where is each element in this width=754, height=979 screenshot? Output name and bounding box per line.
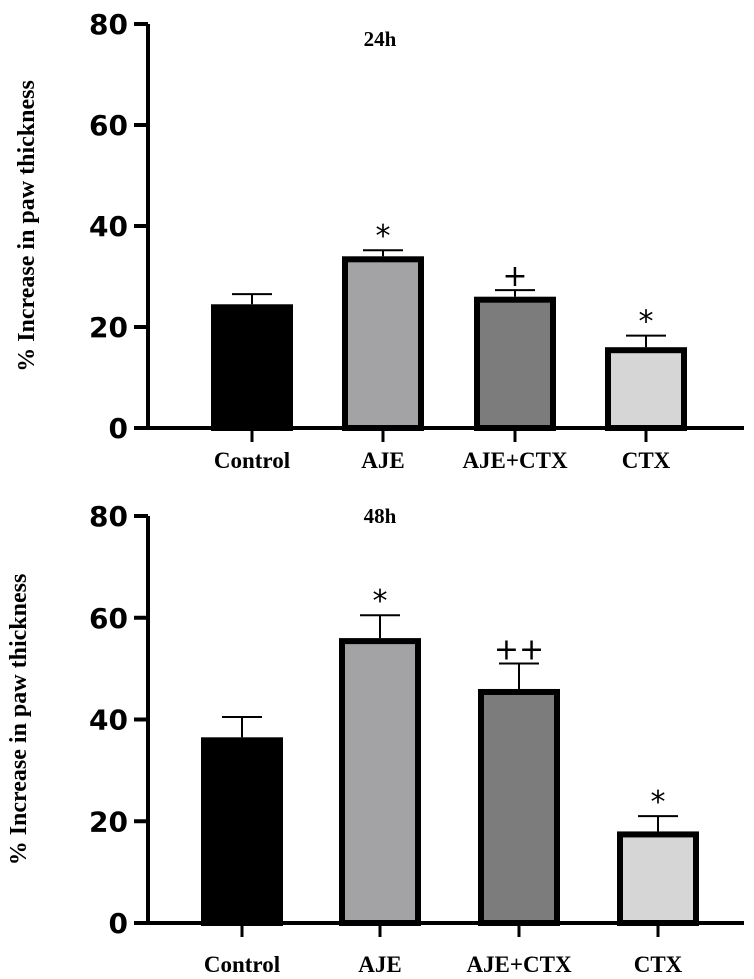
chart-1-y-axis-label: % Increase in paw thickness [6, 574, 32, 866]
chart-0: 24h % Increase in paw thickness 0 20 40 60 80 C… [14, 8, 744, 473]
chart-1-y-tick-label: 40 [89, 704, 128, 737]
chart-1-y-tick-label: 0 [109, 907, 128, 940]
chart-1-category-label: AJE [358, 952, 401, 977]
chart-0-bar-ctx [605, 347, 687, 432]
chart-0-y-axis-label: % Increase in paw thickness [14, 80, 40, 372]
chart-0-significance-label: + [502, 259, 527, 294]
chart-1-y-tick-label: 80 [89, 500, 128, 533]
chart-0-bar-aje [342, 256, 424, 431]
chart-1-bar-control [201, 737, 283, 927]
chart-0-y-tick-label: 80 [89, 8, 128, 41]
chart-0-y-tick-label: 0 [109, 412, 128, 445]
chart-1-title: 48h [364, 504, 397, 528]
chart-0-significance-label: * [639, 305, 654, 340]
chart-0-bar-control [211, 304, 293, 431]
chart-0-y-tick-label: 60 [89, 109, 128, 142]
chart-1-bar-aje-ctx [478, 688, 560, 926]
chart-1-category-label: CTX [634, 952, 683, 977]
chart-0-category-label: Control [214, 448, 290, 473]
chart-1-y-tick-label: 20 [89, 805, 128, 838]
chart-1-significance-label: * [651, 785, 666, 820]
chart-0-category-label: AJE+CTX [462, 448, 568, 473]
chart-0-category-label: AJE [361, 448, 404, 473]
chart-1: 48h % Increase in paw thickness 0 20 40 60 80 C… [6, 500, 744, 977]
chart-1-bar-ctx [617, 831, 699, 926]
chart-0-title: 24h [364, 27, 397, 51]
chart-0-y-tick-label: 40 [89, 210, 128, 243]
chart-1-category-label: Control [204, 952, 280, 977]
chart-0-significance-label: * [376, 219, 391, 254]
chart-1-significance-label: ++ [494, 633, 544, 668]
chart-0-bar-aje-ctx [474, 296, 556, 432]
chart-1-significance-label: * [373, 584, 388, 619]
chart-0-category-label: CTX [622, 448, 671, 473]
chart-1-bar-aje [339, 638, 421, 926]
chart-1-y-tick-label: 60 [89, 602, 128, 635]
chart-0-y-tick-label: 20 [89, 311, 128, 344]
chart-1-category-label: AJE+CTX [466, 952, 572, 977]
